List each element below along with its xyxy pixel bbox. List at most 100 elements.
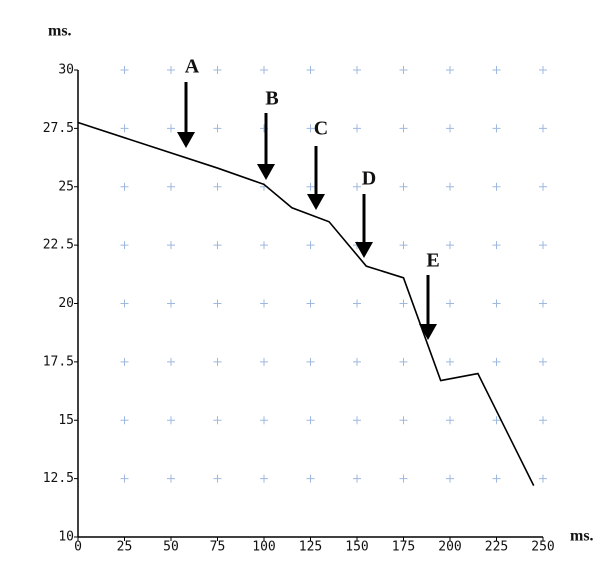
grid-cross bbox=[446, 66, 454, 74]
grid-cross bbox=[539, 182, 547, 191]
grid-cross bbox=[120, 182, 129, 191]
x-tick-label: 200 bbox=[438, 540, 461, 555]
grid-cross bbox=[399, 124, 408, 133]
grid-cross bbox=[120, 241, 129, 250]
grid-cross bbox=[492, 66, 501, 74]
grid-cross bbox=[306, 416, 315, 425]
grid-cross bbox=[306, 357, 315, 366]
grid-cross bbox=[353, 182, 361, 191]
y-tick-label: 22.5 bbox=[43, 238, 74, 253]
grid-cross bbox=[399, 241, 408, 250]
annotation-arrow-head bbox=[355, 242, 373, 258]
grid-cross bbox=[353, 474, 361, 483]
grid-cross bbox=[492, 474, 501, 483]
annotation-label: E bbox=[426, 250, 439, 272]
annotation-arrow-head bbox=[419, 324, 437, 340]
x-tick-label: 125 bbox=[299, 540, 322, 555]
grid-cross bbox=[539, 474, 547, 483]
grid-cross bbox=[539, 416, 547, 425]
grid-cross bbox=[213, 124, 222, 133]
grid-cross bbox=[260, 66, 268, 74]
grid-cross bbox=[167, 416, 175, 425]
grid-cross bbox=[213, 241, 222, 250]
y-tick-label: 10 bbox=[58, 530, 74, 545]
grid-cross bbox=[539, 357, 547, 366]
grid-cross bbox=[306, 299, 315, 308]
grid-cross bbox=[539, 299, 547, 308]
grid-cross bbox=[353, 357, 361, 366]
grid-cross bbox=[539, 241, 547, 250]
annotation-label: D bbox=[362, 168, 376, 190]
grid-cross bbox=[120, 474, 129, 483]
grid-cross bbox=[353, 416, 361, 425]
grid-cross bbox=[492, 241, 501, 250]
grid-cross bbox=[260, 299, 268, 308]
grid-cross bbox=[120, 416, 129, 425]
line bbox=[77, 121, 535, 486]
grid-cross bbox=[446, 416, 454, 425]
grid-cross bbox=[120, 124, 129, 133]
y-tick-label: 25 bbox=[58, 179, 74, 194]
grid-cross bbox=[213, 299, 222, 308]
annotation-label: B bbox=[265, 88, 278, 110]
grid-cross bbox=[492, 299, 501, 308]
x-axis-label: ms. bbox=[570, 528, 594, 545]
annotation-arrow-head bbox=[307, 194, 325, 210]
y-tick-label: 27.5 bbox=[43, 121, 74, 136]
y-tick-label: 20 bbox=[58, 296, 74, 311]
grid-cross bbox=[399, 416, 408, 425]
x-tick-label: 50 bbox=[163, 540, 179, 555]
grid-cross bbox=[306, 124, 315, 133]
grid-cross bbox=[213, 357, 222, 366]
grid-cross bbox=[492, 416, 501, 425]
grid-cross bbox=[213, 416, 222, 425]
annotation-arrow-head bbox=[177, 132, 195, 148]
grid-cross bbox=[306, 182, 315, 191]
x-tick-label: 25 bbox=[117, 540, 133, 555]
grid-cross bbox=[213, 474, 222, 483]
grid-cross bbox=[213, 66, 222, 74]
grid-cross bbox=[120, 66, 129, 74]
x-tick-label: 100 bbox=[252, 540, 275, 555]
grid-cross bbox=[399, 66, 408, 74]
y-tick-label: 12.5 bbox=[43, 471, 74, 486]
grid-cross bbox=[539, 66, 547, 74]
grid-cross bbox=[260, 416, 268, 425]
grid-cross bbox=[213, 182, 222, 191]
grid-cross bbox=[306, 474, 315, 483]
grid-cross bbox=[399, 357, 408, 366]
grid-cross bbox=[446, 474, 454, 483]
x-tick-label: 175 bbox=[392, 540, 415, 555]
grid-cross bbox=[306, 241, 315, 250]
grid-cross bbox=[167, 299, 175, 308]
grid-cross bbox=[167, 66, 175, 74]
grid-cross bbox=[353, 66, 361, 74]
annotation-label: A bbox=[185, 56, 200, 78]
grid-cross bbox=[399, 299, 408, 308]
grid-cross bbox=[492, 357, 501, 366]
grid-cross bbox=[120, 299, 129, 308]
grid-cross bbox=[167, 182, 175, 191]
grid-cross bbox=[260, 474, 268, 483]
x-tick-label: 250 bbox=[531, 540, 554, 555]
grid-cross bbox=[167, 474, 175, 483]
y-axis-label: ms. bbox=[48, 23, 72, 40]
grid-cross bbox=[539, 124, 547, 133]
grid-cross bbox=[353, 299, 361, 308]
grid-cross bbox=[353, 124, 361, 133]
grid-cross bbox=[260, 241, 268, 250]
annotation-label: C bbox=[314, 118, 328, 140]
grid-cross bbox=[120, 357, 129, 366]
grid-cross bbox=[399, 474, 408, 483]
grid-cross bbox=[446, 241, 454, 250]
x-tick-label: 150 bbox=[345, 540, 368, 555]
grid-cross bbox=[260, 357, 268, 366]
x-tick-label: 75 bbox=[210, 540, 226, 555]
grid-cross bbox=[167, 124, 175, 133]
grid-cross bbox=[446, 124, 454, 133]
grid-cross bbox=[492, 124, 501, 133]
x-tick-label: 225 bbox=[485, 540, 508, 555]
x-tick-label: 0 bbox=[74, 540, 82, 555]
